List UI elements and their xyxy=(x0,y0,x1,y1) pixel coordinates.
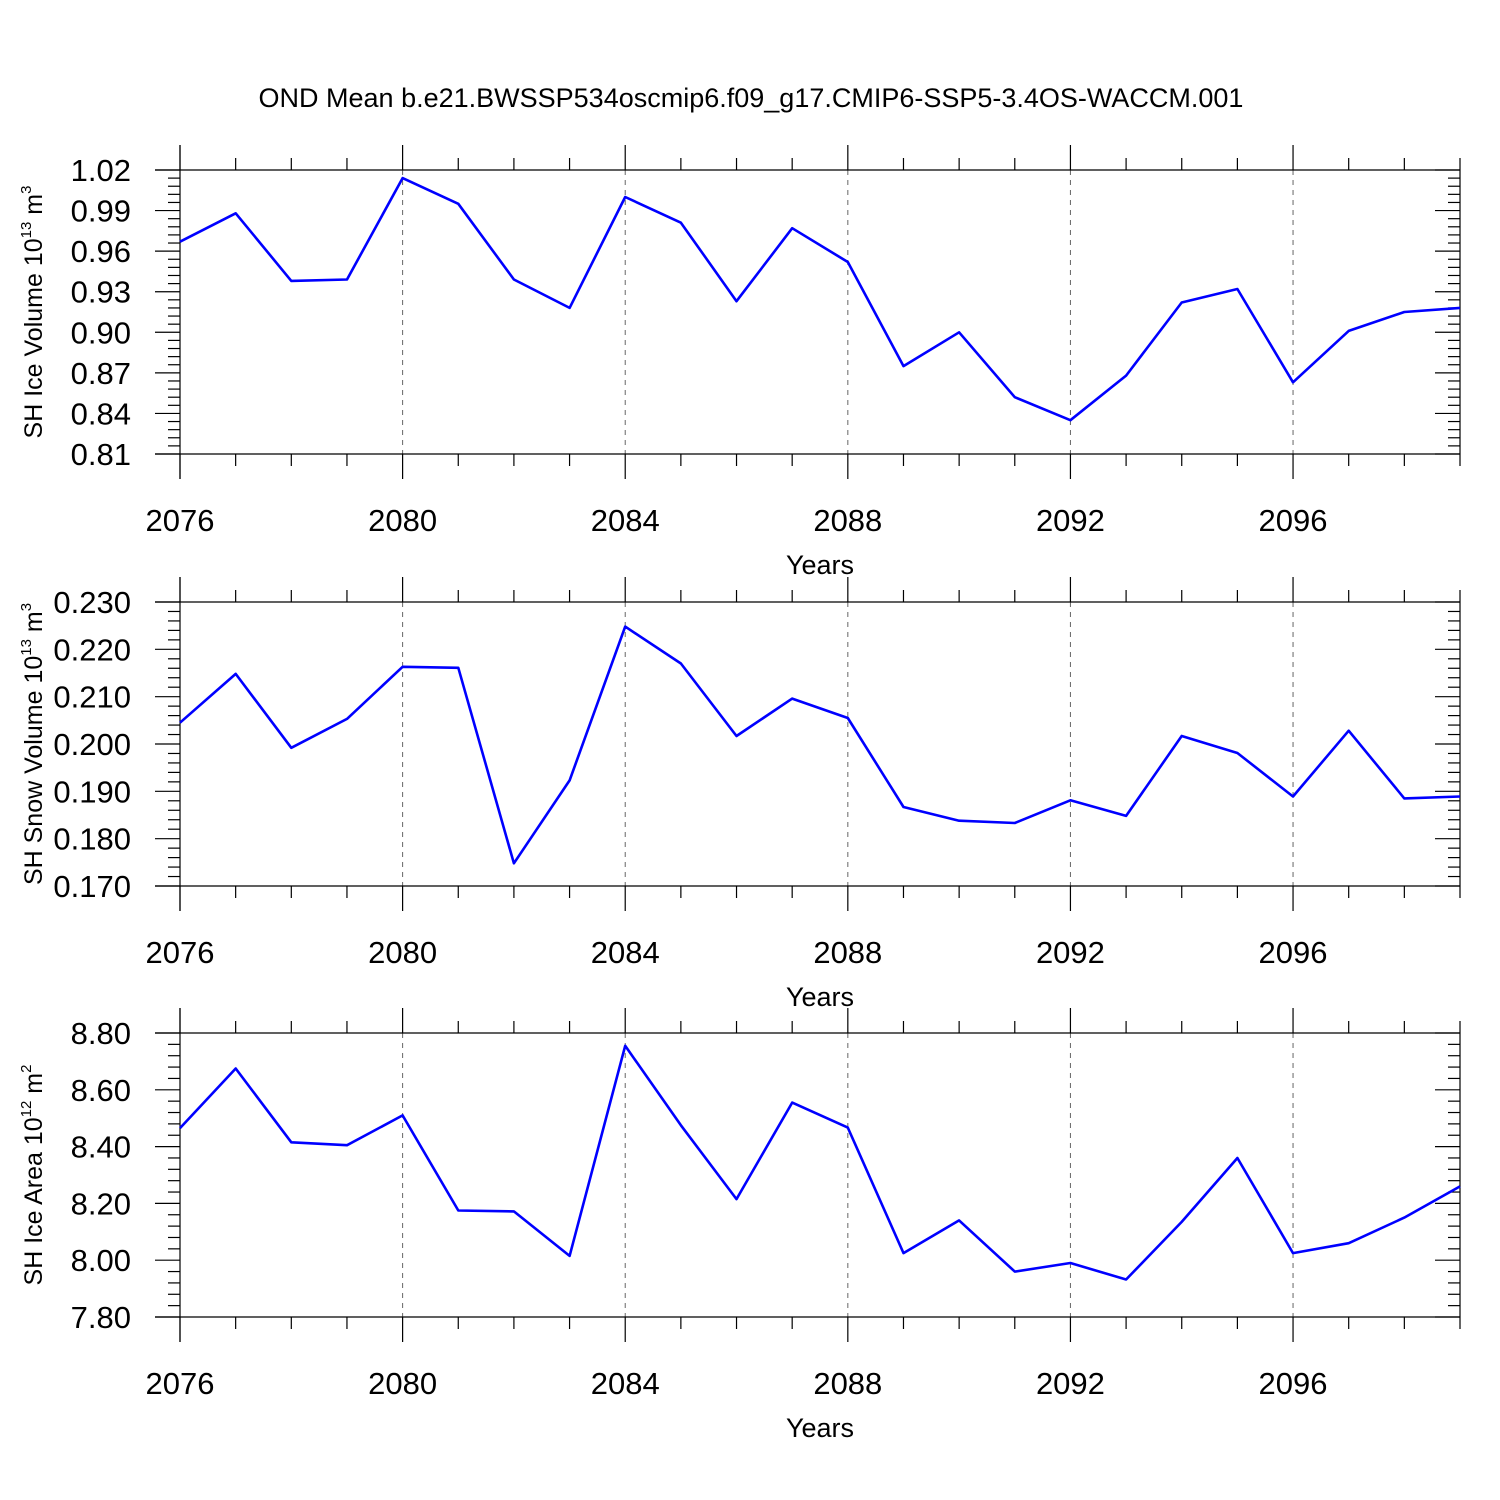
y-tick-label: 8.60 xyxy=(71,1073,131,1108)
y-tick-label: 0.84 xyxy=(71,396,131,431)
x-tick-label: 2092 xyxy=(1036,1366,1105,1401)
series-line xyxy=(179,1044,1461,1281)
y-axis-label-unit-exponent: 3 xyxy=(18,186,35,194)
x-tick-label: 2084 xyxy=(591,1366,660,1401)
y-tick-label: 8.00 xyxy=(71,1243,131,1278)
x-tick-label: 2080 xyxy=(368,935,437,970)
y-axis-label: SH Ice Area 1012 m2 xyxy=(18,1065,48,1286)
y-axis-label-main: SH Snow Volume 10 xyxy=(20,656,48,885)
x-axis-label: Years xyxy=(786,550,854,580)
chart-panels: 2076 2080 2084 2088 2092 2096 Years 0.81 0.84 0.8… xyxy=(18,145,1461,1443)
y-axis-label-unit-exponent: 3 xyxy=(18,603,35,611)
x-tick-label: 2088 xyxy=(813,935,882,970)
chart-panel-3: 2076 2080 2084 2088 2092 2096 Years 7.80 8.00 8.2… xyxy=(18,1008,1461,1443)
y-tick-label: 0.96 xyxy=(71,234,131,269)
x-tick-label: 2088 xyxy=(813,1366,882,1401)
x-tick-label: 2096 xyxy=(1259,503,1328,538)
x-tick-label: 2092 xyxy=(1036,503,1105,538)
y-tick-label: 0.81 xyxy=(71,437,131,472)
y-tick-label: 0.190 xyxy=(53,774,131,809)
y-axis-label-unit: m xyxy=(20,611,48,639)
x-tick-label: 2084 xyxy=(591,503,660,538)
figure-title: OND Mean b.e21.BWSSP534oscmip6.f09_g17.C… xyxy=(259,83,1244,113)
y-axis-label-main: SH Ice Area 10 xyxy=(20,1117,48,1285)
x-tick-label: 2092 xyxy=(1036,935,1105,970)
y-tick-label: 0.200 xyxy=(53,727,131,762)
x-tick-label: 2080 xyxy=(368,503,437,538)
x-axis-label: Years xyxy=(786,982,854,1012)
y-tick-label: 8.20 xyxy=(71,1186,131,1221)
y-tick-label: 0.87 xyxy=(71,356,131,391)
x-tick-label: 2096 xyxy=(1259,935,1328,970)
x-tick-label: 2076 xyxy=(146,935,215,970)
y-tick-label: 0.210 xyxy=(53,680,131,715)
y-tick-label: 0.90 xyxy=(71,315,131,350)
y-tick-label: 0.180 xyxy=(53,822,131,857)
y-axis-label-exponent: 13 xyxy=(18,639,35,656)
y-tick-label: 1.02 xyxy=(71,153,131,188)
y-axis-label-exponent: 13 xyxy=(18,222,35,239)
y-tick-label: 7.80 xyxy=(71,1300,131,1335)
series-line xyxy=(179,176,1461,422)
y-tick-label: 0.99 xyxy=(71,194,131,229)
x-axis-label: Years xyxy=(786,1413,854,1443)
y-tick-label: 0.170 xyxy=(53,869,131,904)
y-tick-label: 0.93 xyxy=(71,275,131,310)
y-axis-label-unit: m xyxy=(20,194,48,222)
x-tick-label: 2076 xyxy=(146,503,215,538)
y-axis-label-exponent: 12 xyxy=(18,1101,35,1118)
chart-panel-2: 2076 2080 2084 2088 2092 2096 Years 0.170 0.180 0… xyxy=(18,577,1461,1012)
x-tick-label: 2076 xyxy=(146,1366,215,1401)
y-tick-label: 0.230 xyxy=(53,585,131,620)
y-tick-label: 0.220 xyxy=(53,632,131,667)
y-axis-label: SH Snow Volume 1013 m3 xyxy=(18,603,48,885)
y-axis-label-unit: m xyxy=(20,1073,48,1101)
x-tick-label: 2096 xyxy=(1259,1366,1328,1401)
y-tick-label: 8.40 xyxy=(71,1130,131,1165)
x-tick-label: 2084 xyxy=(591,935,660,970)
y-tick-label: 8.80 xyxy=(71,1016,131,1051)
chart-panel-1: 2076 2080 2084 2088 2092 2096 Years 0.81 0.84 0.8… xyxy=(18,145,1461,580)
x-tick-label: 2088 xyxy=(813,503,882,538)
y-axis-label-unit-exponent: 2 xyxy=(18,1065,35,1073)
x-tick-label: 2080 xyxy=(368,1366,437,1401)
series-line xyxy=(179,625,1461,865)
y-axis-label-main: SH Ice Volume 10 xyxy=(20,238,48,438)
y-axis-label: SH Ice Volume 1013 m3 xyxy=(18,186,48,439)
